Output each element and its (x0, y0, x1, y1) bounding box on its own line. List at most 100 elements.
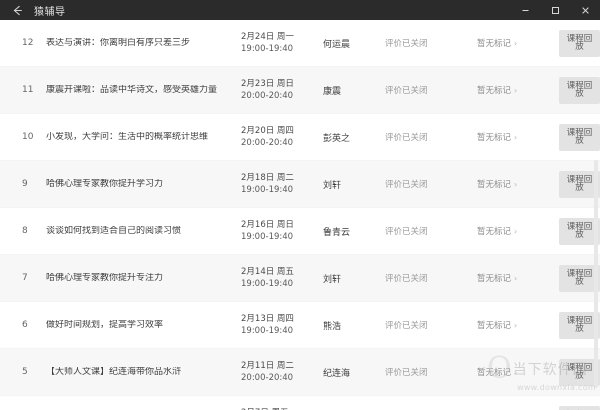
action-cell: 课程回放 (557, 217, 600, 245)
course-time: 19:00-19:40 (241, 326, 294, 336)
row-index: 8 (22, 226, 28, 236)
course-date: 2月13日 周四 (241, 313, 294, 324)
evaluation-status: 评价已关闭 (385, 274, 428, 284)
action-cell: 课程回放 (557, 264, 600, 292)
action-cell: 课程回放 (557, 170, 600, 198)
chevron-right-icon: › (514, 39, 518, 48)
course-time: 19:00-19:40 (241, 44, 294, 54)
course-replay-button[interactable]: 课程回放 (559, 358, 600, 386)
course-replay-button[interactable]: 课程回放 (559, 123, 600, 151)
course-datetime: 2月14日 周五 19:00-19:40 (241, 266, 323, 290)
course-date: 2月24日 周一 (241, 31, 294, 42)
table-row[interactable]: 11 康震开课啦：品读中华诗文，感受英雄力量 2月23日 周日 20:00-20:40… (0, 67, 600, 114)
course-datetime: 2月11日 周二 20:00-20:40 (241, 360, 323, 384)
chevron-right-icon: › (514, 133, 518, 142)
course-title[interactable]: 做好时间规划，提高学习效率 (46, 319, 164, 330)
mark-status[interactable]: 暂无标记 › (477, 225, 557, 237)
course-datetime: 2月24日 周一 19:00-19:40 (241, 31, 323, 55)
mark-status-label: 暂无标记 (477, 39, 512, 49)
window-title: 猿辅导 (34, 6, 66, 18)
table-row[interactable]: 4每一个孩子都是天生的音乐家2月7日 周五20:10-20:50陈小龙评价已关闭… (0, 396, 600, 410)
course-date: 2月20日 周四 (241, 125, 294, 136)
course-time: 20:00-20:40 (241, 91, 294, 101)
chevron-right-icon: › (514, 321, 518, 330)
course-teacher: 熊浩 (323, 321, 342, 332)
mark-status[interactable]: 暂无标记 › (477, 366, 557, 378)
table-row[interactable]: 6 做好时间规划，提高学习效率 2月13日 周四 19:00-19:40 熊浩 评价已关闭… (0, 302, 600, 349)
mark-status-label: 暂无标记 (477, 368, 512, 378)
course-title[interactable]: 康震开课啦：品读中华诗文，感受英雄力量 (46, 84, 218, 95)
course-replay-button[interactable]: 课程回放 (559, 264, 600, 292)
table-row[interactable]: 5 【大师人文课】纪连海带你品水浒 2月11日 周二 20:00-20:40 纪连海 评价… (0, 349, 600, 396)
course-title[interactable]: 表达与演讲：你离明白有序只差三步 (46, 37, 191, 48)
scrollbar-thumb[interactable] (594, 160, 598, 388)
mark-status[interactable]: 暂无标记 › (477, 84, 557, 96)
course-date: 2月16日 周日 (241, 219, 294, 230)
action-cell: 课程回放 (557, 76, 600, 104)
course-title[interactable]: 谈谈如何找到适合自己的阅读习惯 (46, 225, 182, 236)
mark-status-label: 暂无标记 (477, 180, 512, 190)
course-replay-button[interactable]: 课程回放 (559, 311, 600, 339)
evaluation-status: 评价已关闭 (385, 368, 428, 378)
evaluation-status: 评价已关闭 (385, 39, 428, 49)
course-teacher: 何运晨 (323, 39, 351, 50)
course-title[interactable]: 哈佛心理专家教你提升学习力 (46, 178, 164, 189)
course-time: 20:00-20:40 (241, 373, 294, 383)
course-list[interactable]: 12 表达与演讲：你离明白有序只差三步 2月24日 周一 19:00-19:40 何运晨… (0, 20, 600, 410)
close-icon[interactable] (570, 0, 600, 20)
course-teacher: 鲁青云 (323, 227, 351, 238)
mark-status[interactable]: 暂无标记 › (477, 272, 557, 284)
table-row[interactable]: 9 哈佛心理专家教你提升学习力 2月18日 周二 19:00-19:40 刘轩 评价已关闭… (0, 161, 600, 208)
course-replay-button[interactable]: 课程回放 (559, 405, 600, 410)
chevron-right-icon: › (514, 227, 518, 236)
chevron-right-icon: › (514, 180, 518, 189)
course-replay-button[interactable]: 课程回放 (559, 76, 600, 104)
table-row[interactable]: 12 表达与演讲：你离明白有序只差三步 2月24日 周一 19:00-19:40 何运晨… (0, 20, 600, 67)
course-time: 19:00-19:40 (241, 185, 294, 195)
course-replay-button[interactable]: 课程回放 (559, 170, 600, 198)
mark-status-label: 暂无标记 (477, 274, 512, 284)
mark-status[interactable]: 暂无标记 › (477, 319, 557, 331)
course-replay-button[interactable]: 课程回放 (559, 217, 600, 245)
course-teacher: 康震 (323, 86, 342, 97)
course-datetime: 2月18日 周二 19:00-19:40 (241, 172, 323, 196)
course-time: 20:00-20:40 (241, 138, 294, 148)
course-replay-button[interactable]: 课程回放 (559, 29, 600, 57)
course-date: 2月14日 周五 (241, 266, 294, 277)
evaluation-status: 评价已关闭 (385, 180, 428, 190)
chevron-right-icon: › (514, 274, 518, 283)
maximize-icon[interactable] (540, 0, 570, 20)
course-time: 19:00-19:40 (241, 232, 294, 242)
course-title[interactable]: 哈佛心理专家教你提升专注力 (46, 272, 164, 283)
chevron-right-icon: › (514, 368, 518, 377)
course-title[interactable]: 小发现，大学问：生活中的概率统计思维 (46, 131, 209, 142)
course-datetime: 2月16日 周日 19:00-19:40 (241, 219, 323, 243)
mark-status[interactable]: 暂无标记 › (477, 178, 557, 190)
course-datetime: 2月7日 周五20:10-20:50 (241, 407, 323, 410)
course-teacher: 彭英之 (323, 133, 351, 144)
chevron-right-icon: › (514, 86, 518, 95)
course-date: 2月11日 周二 (241, 360, 294, 371)
table-row[interactable]: 7 哈佛心理专家教你提升专注力 2月14日 周五 19:00-19:40 刘轩 评价已关闭… (0, 255, 600, 302)
evaluation-status: 评价已关闭 (385, 86, 428, 96)
mark-status[interactable]: 暂无标记 › (477, 37, 557, 49)
course-date: 2月18日 周二 (241, 172, 294, 183)
table-row[interactable]: 10 小发现，大学问：生活中的概率统计思维 2月20日 周四 20:00-20:40 彭… (0, 114, 600, 161)
action-cell: 课程回放 (557, 311, 600, 339)
row-index: 5 (22, 367, 28, 377)
window-controls (510, 0, 600, 20)
table-row[interactable]: 8 谈谈如何找到适合自己的阅读习惯 2月16日 周日 19:00-19:40 鲁青云 评价… (0, 208, 600, 255)
row-index: 7 (22, 273, 28, 283)
title-bar: 猿辅导 (0, 0, 600, 20)
mark-status[interactable]: 暂无标记 › (477, 131, 557, 143)
mark-status-label: 暂无标记 (477, 133, 512, 143)
course-title[interactable]: 【大师人文课】纪连海带你品水浒 (46, 366, 182, 377)
course-datetime: 2月23日 周日 20:00-20:40 (241, 78, 323, 102)
back-arrow-icon[interactable] (0, 0, 34, 20)
minimize-icon[interactable] (510, 0, 540, 20)
evaluation-status: 评价已关闭 (385, 321, 428, 331)
course-datetime: 2月20日 周四 20:00-20:40 (241, 125, 323, 149)
course-datetime: 2月13日 周四 19:00-19:40 (241, 313, 323, 337)
course-teacher: 刘轩 (323, 274, 342, 285)
row-index: 6 (22, 320, 28, 330)
